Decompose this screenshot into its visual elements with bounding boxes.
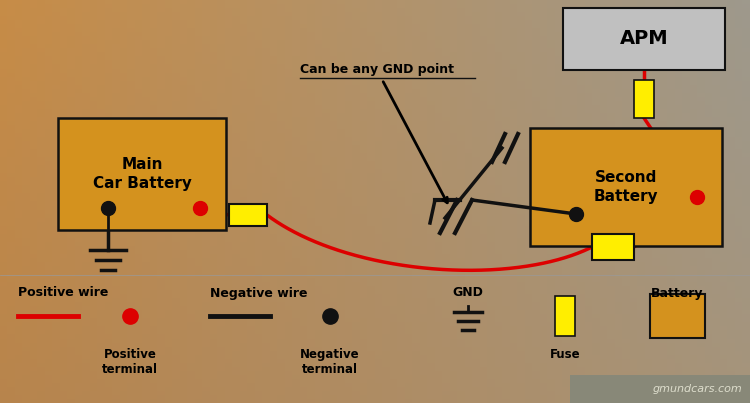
Text: Negative wire: Negative wire — [210, 287, 308, 299]
Bar — [58, 118, 226, 230]
Bar — [530, 128, 722, 246]
Bar — [634, 80, 654, 118]
Text: Can be any GND point: Can be any GND point — [300, 64, 454, 203]
Text: Positive wire: Positive wire — [18, 287, 108, 299]
Text: APM: APM — [620, 29, 668, 48]
Bar — [229, 204, 267, 226]
Bar — [555, 296, 575, 336]
Text: GND: GND — [452, 287, 484, 299]
Bar — [650, 294, 705, 338]
Bar — [570, 375, 750, 403]
Text: Main
Car Battery: Main Car Battery — [92, 157, 191, 191]
Text: gmundcars.com: gmundcars.com — [652, 384, 742, 394]
Bar — [592, 234, 634, 260]
Text: Second
Battery: Second Battery — [594, 170, 658, 204]
Text: Negative
terminal: Negative terminal — [300, 348, 360, 376]
Text: Fuse: Fuse — [550, 348, 580, 361]
Text: Battery: Battery — [651, 287, 704, 299]
Text: Positive
terminal: Positive terminal — [102, 348, 158, 376]
Bar — [563, 8, 725, 70]
